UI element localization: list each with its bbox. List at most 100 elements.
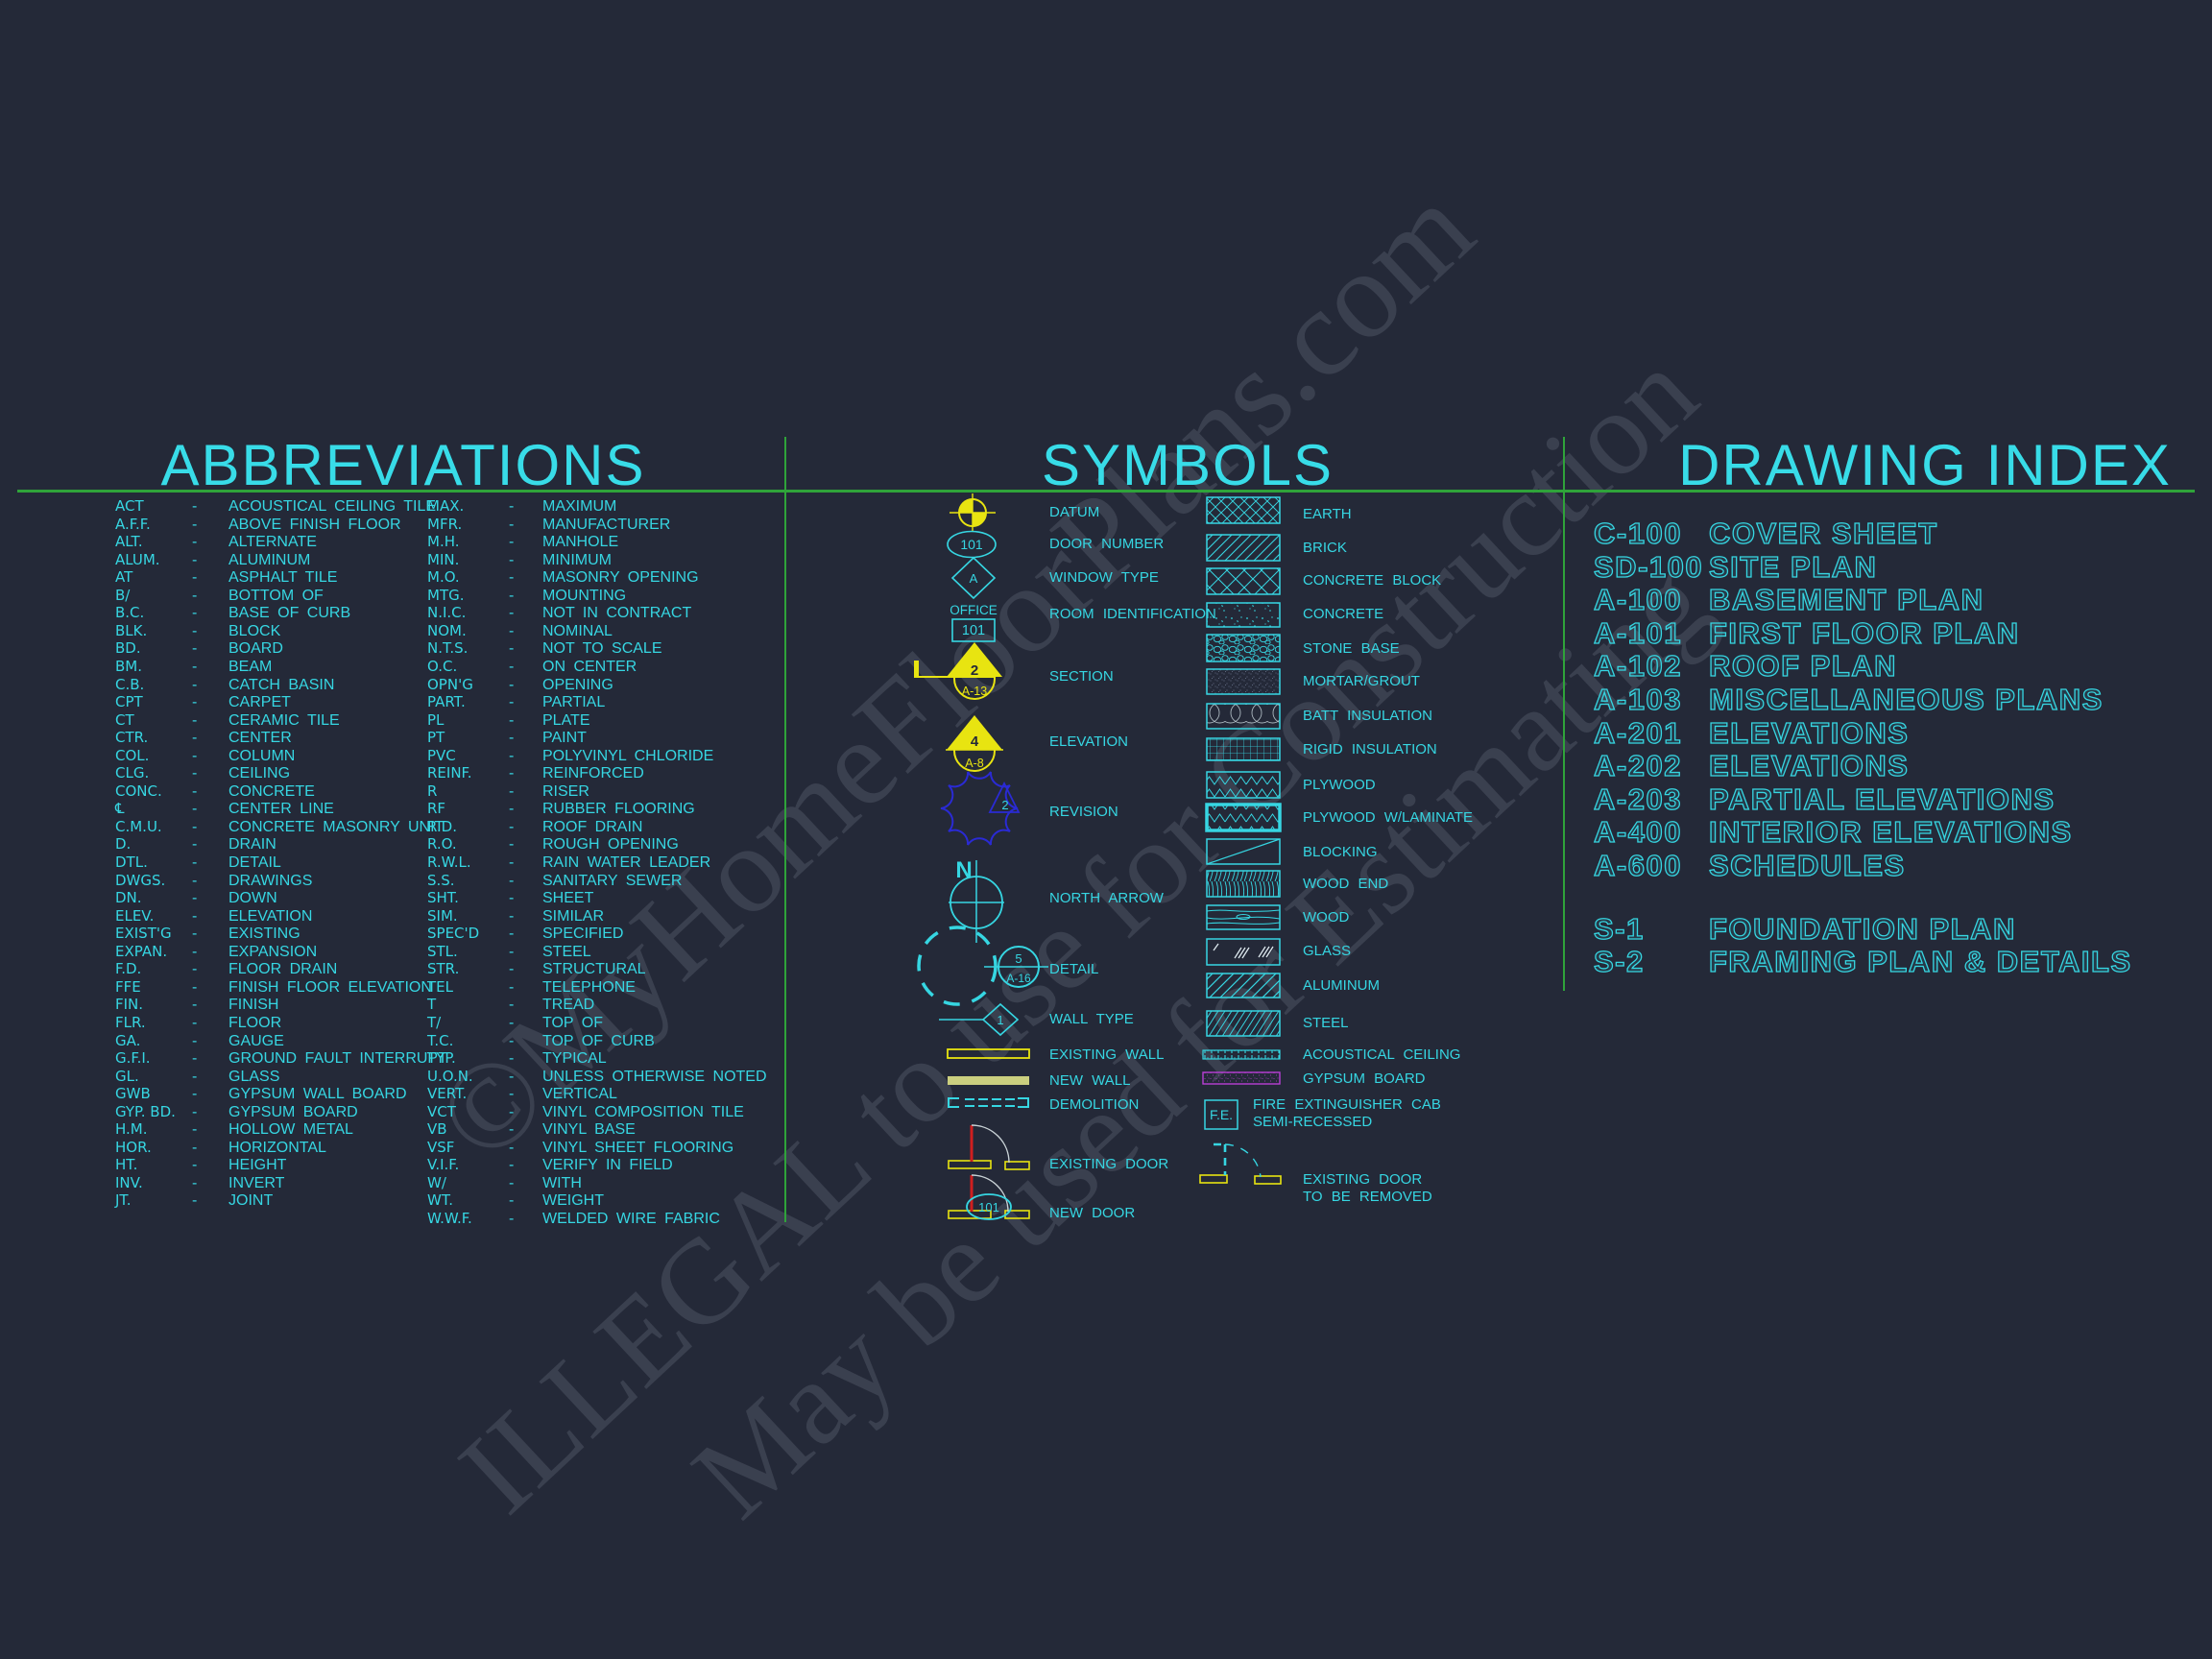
abbreviation-row: STR. - STRUCTURAL (427, 960, 754, 978)
abbreviation-code: CTR. (115, 729, 149, 747)
abbreviation-code: R.O. (427, 835, 457, 854)
abbreviation-row: SHT. - SHEET (427, 889, 754, 907)
abbreviation-definition: GLASS (228, 1068, 280, 1085)
abbreviation-row: PVC - POLYVINYL CHLORIDE (427, 747, 754, 765)
abbreviation-code: V.I.F. (427, 1156, 460, 1174)
abbreviation-row: N.T.S. - NOT TO SCALE (427, 639, 754, 658)
svg-text:A: A (970, 571, 978, 586)
abbreviation-code: VERT. (427, 1085, 468, 1103)
fire-extinguisher-icon: F.E. (1204, 1099, 1238, 1130)
revision-cloud-icon: 2 (940, 771, 1021, 846)
abbreviation-code: C.B. (115, 675, 145, 693)
symbol-label-detail: DETAIL (1049, 961, 1099, 977)
abbreviation-row: R.W.L. - RAIN WATER LEADER (427, 854, 754, 872)
abbreviation-definition: VERTICAL (542, 1086, 617, 1103)
abbreviation-row: A.F.F. - ABOVE FINISH FLOOR (115, 516, 442, 534)
abbreviation-row: AT - ASPHALT TILE (115, 568, 442, 587)
abbreviation-code: H.M. (115, 1120, 148, 1139)
abbreviation-definition: BOARD (228, 640, 283, 658)
svg-text:A-16: A-16 (1006, 972, 1031, 985)
demolition-icon (948, 1097, 1029, 1108)
abbreviation-definition: STEEL (542, 943, 591, 960)
abbreviation-dash: - (192, 747, 198, 764)
abbreviation-row: CLG. - CEILING (115, 764, 442, 782)
abbreviation-dash: - (192, 1139, 198, 1156)
abbreviation-code: DTL. (115, 854, 148, 871)
abbreviation-definition: MASONRY OPENING (542, 569, 699, 587)
abbreviation-dash: - (192, 818, 198, 835)
abbreviation-row: PT - PAINT (427, 729, 754, 747)
abbreviation-definition: SANITARY SEWER (542, 872, 683, 889)
abbreviation-dash: - (509, 676, 515, 693)
symbol-label-north-arrow: NORTH ARROW (1049, 890, 1164, 906)
abbreviation-dash: - (192, 1174, 198, 1191)
symbol-label-wall-type: WALL TYPE (1049, 1011, 1134, 1027)
abbreviation-definition: FINISH FLOOR ELEVATION (228, 978, 432, 996)
abbreviation-code: WT. (427, 1191, 453, 1210)
sheet-title: SCHEDULES (1708, 848, 1906, 882)
abbreviation-row: S.S. - SANITARY SEWER (427, 872, 754, 890)
abbreviation-definition: ELEVATION (228, 907, 313, 925)
abbreviation-definition: ABOVE FINISH FLOOR (228, 516, 401, 533)
symbols-title: SYMBOLS (1041, 433, 1334, 497)
abbreviation-definition: NOT TO SCALE (542, 640, 662, 658)
north-arrow-icon: N (949, 857, 1004, 943)
abbreviation-dash: - (509, 1032, 515, 1049)
abbreviation-definition: PAINT (542, 730, 587, 747)
abbreviation-code: HT. (115, 1156, 138, 1174)
abbreviation-code: T/ (427, 1013, 442, 1031)
material-label-stone-base: STONE BASE (1303, 640, 1400, 657)
abbreviation-code: D. (115, 835, 132, 854)
abbreviation-row: WT. - WEIGHT (427, 1191, 754, 1210)
abbreviation-definition: CEILING (228, 765, 291, 782)
stone-base-swatch (1206, 634, 1281, 662)
abbreviation-row: GWB - GYPSUM WALL BOARD (115, 1085, 442, 1103)
abbreviation-dash: - (192, 1192, 198, 1210)
abbreviation-definition: DOWN (228, 890, 277, 907)
svg-text:A-13: A-13 (962, 685, 987, 698)
abbreviation-code: T.C. (427, 1031, 454, 1049)
abbreviation-row: COL. - COLUMN (115, 747, 442, 765)
abbreviation-definition: EXISTING (228, 926, 301, 943)
abbreviation-dash: - (509, 926, 515, 943)
abbreviation-row: R.O. - ROUGH OPENING (427, 835, 754, 854)
abbreviation-definition: ALUMINUM (228, 551, 311, 568)
material-label-rigid-insulation: RIGID INSULATION (1303, 741, 1437, 757)
material-label-steel: STEEL (1303, 1015, 1349, 1031)
abbreviation-code: GYP. BD. (115, 1102, 176, 1120)
abbreviation-code: FFE (115, 977, 141, 996)
abbreviation-code: BD. (115, 639, 141, 658)
abbreviation-dash: - (192, 782, 198, 800)
abbreviation-dash: - (192, 605, 198, 622)
symbol-label-new-wall: NEW WALL (1049, 1072, 1131, 1089)
abbreviation-code: MAX. (427, 497, 465, 515)
material-label-brick: BRICK (1303, 540, 1347, 556)
abbreviation-code: DN. (115, 889, 142, 907)
existing-door-removed-icon (1199, 1142, 1282, 1185)
abbreviation-definition: FINISH (228, 997, 279, 1014)
abbreviation-code: B.C. (115, 604, 145, 622)
abbreviation-definition: CENTER LINE (228, 801, 334, 818)
mortar-grout-swatch (1206, 668, 1281, 695)
blocking-diagonal (1206, 838, 1281, 865)
sheet-title: ELEVATIONS (1708, 749, 1910, 783)
abbreviation-definition: RISER (542, 782, 589, 800)
abbreviation-code: M.O. (427, 568, 460, 587)
abbreviation-code: CONC. (115, 781, 162, 800)
abbreviation-code: BLK. (115, 621, 148, 639)
material-label-concrete-block: CONCRETE BLOCK (1303, 572, 1442, 589)
abbreviation-definition: CONCRETE MASONRY UNIT (228, 818, 445, 835)
abbreviation-dash: - (192, 640, 198, 658)
abbreviation-dash: - (509, 1192, 515, 1210)
abbreviation-dash: - (192, 534, 198, 551)
abbreviation-dash: - (192, 622, 198, 639)
abbreviation-definition: CENTER (228, 730, 292, 747)
material-label2-fire-extinguisher: SEMI-RECESSED (1253, 1114, 1373, 1130)
abbreviation-dash: - (509, 534, 515, 551)
abbreviation-row: STL. - STEEL (427, 943, 754, 961)
wood-grain-lines (1206, 909, 1281, 925)
symbol-label-existing-wall: EXISTING WALL (1049, 1046, 1165, 1063)
abbreviation-code: EXIST'G (115, 925, 172, 943)
abbreviation-row: HT. - HEIGHT (115, 1156, 442, 1174)
